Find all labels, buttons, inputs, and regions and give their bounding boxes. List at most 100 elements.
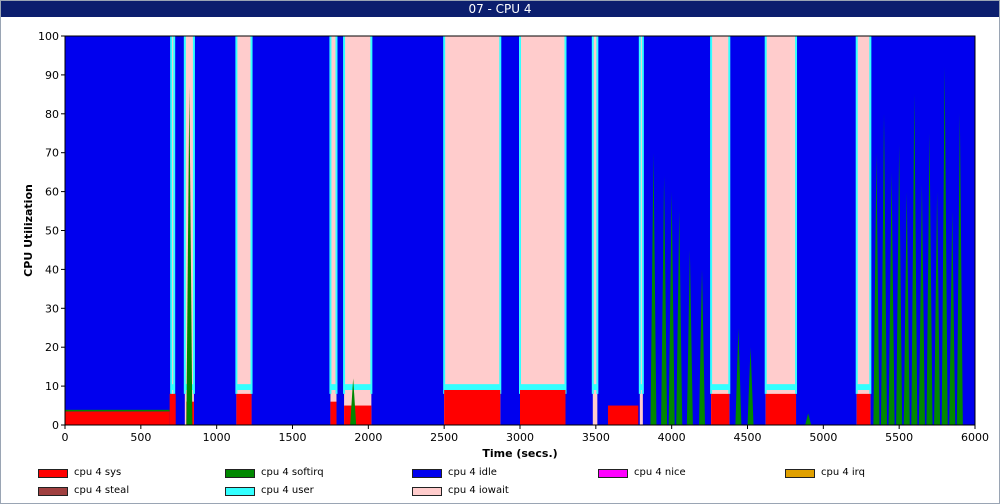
sys-segment-8 [607,405,639,425]
sys-segment-7 [520,389,566,425]
user-band-2 [236,384,252,390]
legend-label: cpu 4 idle [448,467,497,478]
x-tick-label: 4000 [658,431,686,444]
legend-swatch [38,469,68,478]
softirq-spike-1 [350,378,357,425]
legend-label: cpu 4 steal [74,485,130,496]
y-tick-label: 60 [45,186,59,199]
legend-swatch [412,487,442,496]
softirq-spike-22 [956,113,963,426]
softirq-spike-7 [699,269,705,425]
softirq-spike-0 [186,86,193,425]
y-tick-label: 20 [45,341,59,354]
y-axis-title: CPU Utilization [22,184,35,277]
softirq-spike-4 [668,191,675,425]
iowait-band-8 [639,36,643,425]
softirq-spike-12 [881,113,887,426]
softirq-spike-16 [911,94,918,425]
y-tick-label: 10 [45,380,59,393]
iowait-band-3 [330,36,337,425]
legend-label: cpu 4 nice [634,467,686,478]
legend-swatch [785,469,815,478]
legend-swatch [412,469,442,478]
iowait-band-5 [444,36,501,425]
y-tick-label: 80 [45,108,59,121]
y-tick-label: 50 [45,225,59,238]
softirq-spike-8 [735,327,742,425]
legend-swatch [598,469,628,478]
y-tick-label: 40 [45,263,59,276]
x-tick-label: 5000 [809,431,837,444]
x-tick-label: 2500 [430,431,458,444]
legend-label: cpu 4 irq [821,467,865,478]
sys-segment-4 [330,401,337,425]
window-title: 07 - CPU 4 [1,1,999,17]
user-band-8 [639,384,643,390]
softirq-spike-15 [903,191,910,425]
iowait-band-6 [520,36,566,425]
plot-area [65,36,975,426]
x-tick-label: 1500 [279,431,307,444]
legend-label: cpu 4 sys [74,467,122,478]
legend-swatch [225,487,255,496]
x-tick-label: 0 [62,431,69,444]
legend-swatch [225,469,255,478]
user-band-6 [520,384,566,390]
softirq-spike-6 [686,249,693,425]
user-band-9 [711,384,730,390]
legend-label: cpu 4 softirq [261,467,324,478]
softirq-spike-17 [918,183,925,425]
softirq-baseline [65,409,170,412]
user-band-3 [330,384,337,390]
softirq-spike-9 [747,347,754,425]
softirq-spike-21 [949,211,956,425]
softirq-spike-14 [896,144,903,426]
softirq-spike-2 [650,152,657,425]
y-tick-label: 0 [52,419,59,432]
y-tick-label: 90 [45,69,59,82]
softirq-spike-19 [934,191,941,425]
softirq-spike-10 [805,413,812,425]
x-tick-label: 6000 [961,431,989,444]
user-band-10 [765,384,797,390]
iowait-band-9 [711,36,730,425]
x-tick-label: 500 [130,431,151,444]
x-tick-label: 4500 [734,431,762,444]
softirq-spike-20 [941,67,948,426]
softirq-spike-3 [661,176,668,425]
y-tick-label: 100 [38,30,59,43]
sys-segment-1 [169,393,176,425]
iowait-band-0 [171,36,175,425]
x-tick-label: 3000 [506,431,534,444]
user-band-5 [444,384,501,390]
user-band-7 [592,384,598,390]
softirq-spike-13 [888,172,895,425]
sys-segment-10 [765,393,797,425]
sys-segment-9 [711,393,730,425]
y-tick-label: 30 [45,302,59,315]
y-tick-label: 70 [45,147,59,160]
x-axis-title: Time (secs.) [482,447,557,460]
sys-segment-0 [65,411,170,425]
legend-swatch [38,487,68,496]
user-band-0 [171,384,175,390]
x-tick-label: 5500 [885,431,913,444]
x-tick-label: 3500 [582,431,610,444]
x-tick-label: 1000 [203,431,231,444]
sys-segment-3 [236,393,252,425]
softirq-spike-18 [926,133,933,425]
softirq-spike-5 [676,211,683,425]
iowait-band-11 [856,36,871,425]
x-tick-label: 2000 [354,431,382,444]
iowait-band-2 [236,36,252,425]
legend-label: cpu 4 user [261,485,314,496]
iowait-band-7 [592,36,598,425]
softirq-spike-11 [873,152,880,425]
sys-segment-6 [444,389,501,425]
sys-segment-5 [344,405,372,425]
user-band-4 [344,384,372,390]
sys-segment-11 [856,393,871,425]
legend-label: cpu 4 iowait [448,485,509,496]
